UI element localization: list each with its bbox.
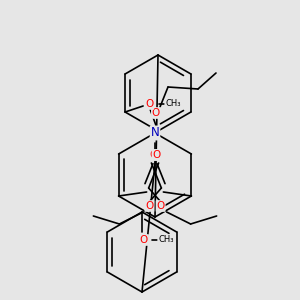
Text: O: O — [145, 99, 153, 109]
Text: O: O — [140, 235, 148, 245]
Text: O: O — [145, 201, 154, 211]
Text: O: O — [149, 150, 158, 160]
Text: O: O — [152, 108, 160, 118]
Text: O: O — [157, 201, 165, 211]
Text: CH₃: CH₃ — [165, 100, 181, 109]
Text: CH₃: CH₃ — [158, 236, 174, 244]
Text: N: N — [151, 127, 159, 140]
Text: O: O — [152, 150, 161, 160]
